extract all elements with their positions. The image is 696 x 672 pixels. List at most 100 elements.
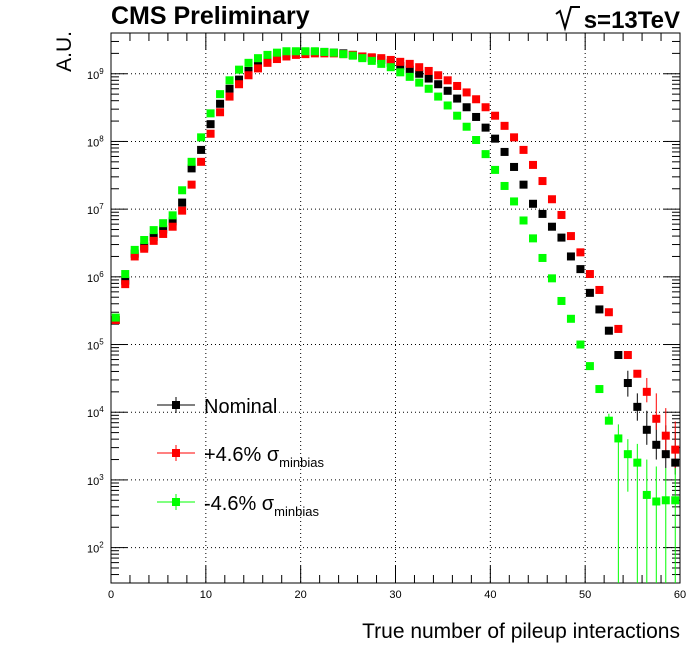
legend-label: -4.6% σminbias xyxy=(204,493,319,519)
y-tick-label: 105 xyxy=(87,338,104,353)
data-point xyxy=(197,157,206,166)
data-point xyxy=(225,76,234,85)
data-point xyxy=(491,111,500,120)
x-tick-label: 50 xyxy=(579,589,591,601)
data-point xyxy=(168,211,177,220)
data-point xyxy=(652,414,661,423)
data-point xyxy=(225,84,234,93)
data-point xyxy=(424,84,433,93)
data-point xyxy=(604,416,613,425)
data-point xyxy=(310,47,319,56)
y-axis-ticks: 102 103 104 105 106 107 108 109 xyxy=(87,32,680,584)
data-point xyxy=(149,226,158,235)
data-point xyxy=(121,280,130,289)
data-point xyxy=(235,80,244,89)
data-point xyxy=(642,425,651,434)
legend-marker xyxy=(172,401,180,409)
data-point xyxy=(377,54,386,63)
energy-label: s=13TeV xyxy=(555,6,680,34)
data-point xyxy=(671,445,680,454)
data-point xyxy=(415,78,424,87)
data-point xyxy=(178,198,187,207)
data-point xyxy=(671,496,680,505)
data-point xyxy=(377,59,386,68)
data-point xyxy=(576,340,585,349)
data-point xyxy=(633,402,642,411)
legend: Nominal +4.6% σminbias -4.6% σminbias xyxy=(157,396,324,519)
data-point xyxy=(595,305,604,314)
data-point xyxy=(187,164,196,173)
grid-lines xyxy=(111,33,680,583)
y-tick-label: 109 xyxy=(87,67,104,82)
data-point xyxy=(244,71,253,80)
data-point xyxy=(206,120,215,129)
y-axis-title: A.U. xyxy=(53,31,76,72)
data-point xyxy=(642,387,651,396)
data-point xyxy=(557,296,566,305)
x-axis-title: True number of pileup interactions xyxy=(362,620,680,643)
data-point xyxy=(244,66,253,75)
data-point xyxy=(159,225,168,234)
x-tick-label: 0 xyxy=(108,589,114,601)
data-point xyxy=(557,210,566,219)
data-point xyxy=(604,308,613,317)
data-point xyxy=(519,145,528,154)
data-point xyxy=(149,236,158,245)
data-point xyxy=(576,265,585,274)
data-point xyxy=(263,50,272,59)
data-point xyxy=(216,108,225,117)
x-tick-label: 20 xyxy=(295,589,307,601)
data-point xyxy=(253,54,262,63)
data-point xyxy=(472,136,481,145)
data-point xyxy=(396,57,405,66)
x-tick-label: 40 xyxy=(484,589,496,601)
data-point xyxy=(168,217,177,226)
data-point xyxy=(623,450,632,459)
data-point xyxy=(547,195,556,204)
data-point xyxy=(434,71,443,80)
data-point xyxy=(614,434,623,443)
legend-marker xyxy=(172,498,180,506)
x-tick-label: 30 xyxy=(389,589,401,601)
data-point xyxy=(405,59,414,68)
data-point xyxy=(244,58,253,67)
data-point xyxy=(604,326,613,335)
data-point xyxy=(538,177,547,186)
data-point xyxy=(472,95,481,104)
data-point xyxy=(623,351,632,360)
data-point xyxy=(462,103,471,112)
data-point xyxy=(595,385,604,394)
data-point xyxy=(614,324,623,333)
data-point xyxy=(481,123,490,132)
header-right: s=13TeV xyxy=(584,7,680,34)
data-point xyxy=(472,112,481,121)
data-point xyxy=(225,92,234,101)
x-tick-label: 60 xyxy=(674,589,686,601)
data-point xyxy=(661,431,670,440)
data-point xyxy=(405,72,414,81)
data-point xyxy=(140,244,149,253)
data-point xyxy=(547,222,556,231)
data-point xyxy=(216,99,225,108)
legend-label: Nominal xyxy=(204,396,277,418)
data-point xyxy=(291,47,300,56)
data-point xyxy=(197,133,206,142)
data-point xyxy=(253,64,262,73)
data-point xyxy=(140,236,149,245)
data-point xyxy=(500,147,509,156)
data-point xyxy=(529,160,538,169)
data-point xyxy=(320,47,329,56)
data-point xyxy=(481,103,490,112)
data-point xyxy=(633,458,642,467)
data-point xyxy=(652,440,661,449)
data-point xyxy=(187,180,196,189)
data-point xyxy=(529,234,538,243)
data-point xyxy=(585,362,594,371)
data-point xyxy=(491,134,500,143)
data-point xyxy=(149,232,158,241)
data-markers xyxy=(111,47,680,506)
data-point xyxy=(566,252,575,261)
data-point xyxy=(130,245,139,254)
data-point xyxy=(159,229,168,238)
